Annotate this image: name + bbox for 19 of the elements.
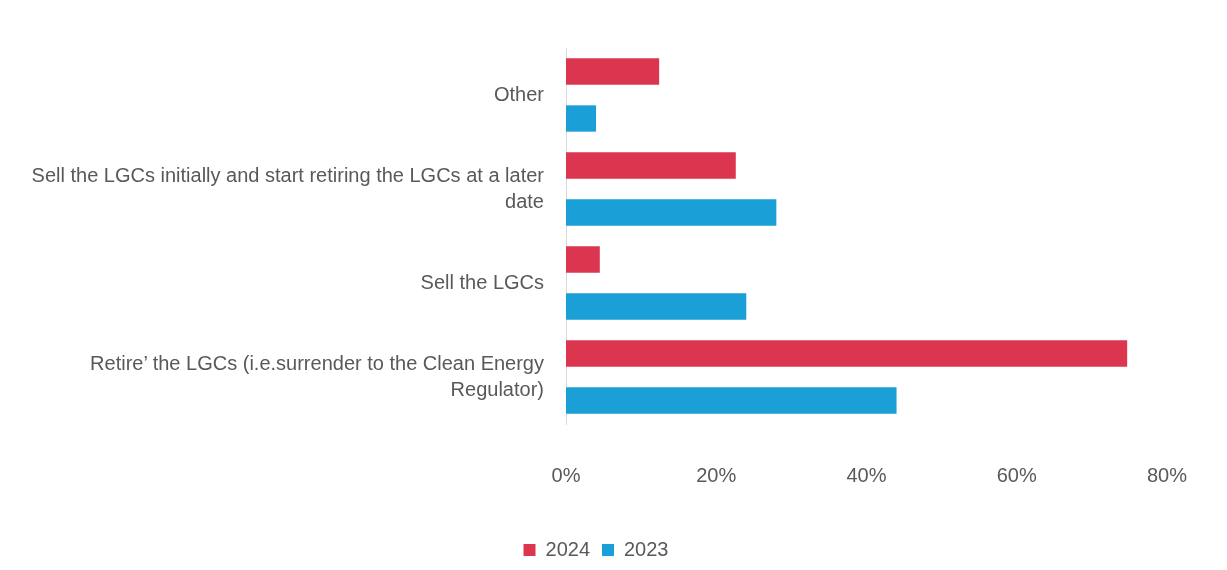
x-tick-label: 40% — [846, 463, 887, 486]
bar — [566, 293, 747, 320]
x-tick-label: 80% — [1146, 463, 1188, 486]
bar — [566, 387, 897, 414]
bar — [566, 105, 597, 132]
bar — [566, 152, 736, 179]
x-tick-label: 20% — [696, 463, 737, 486]
bar — [566, 340, 1128, 367]
y-tick-label: Other — [493, 82, 545, 105]
y-tick-label: Sell the LGCs — [420, 270, 544, 293]
bar — [566, 199, 777, 226]
x-tick-label: 60% — [996, 463, 1037, 486]
legend-label: 2023 — [624, 537, 669, 560]
bar — [566, 58, 660, 85]
x-tick-label: 0% — [551, 463, 581, 486]
y-tick-label: Retire’ the LGCs (i.e.surrender to the Clean Energy Regulator) — [90, 351, 544, 400]
legend-label: 2024 — [545, 537, 591, 560]
bar — [566, 246, 600, 273]
y-tick-label: Sell the LGCs initially and start retiring the LGCs at a later date — [31, 163, 545, 212]
